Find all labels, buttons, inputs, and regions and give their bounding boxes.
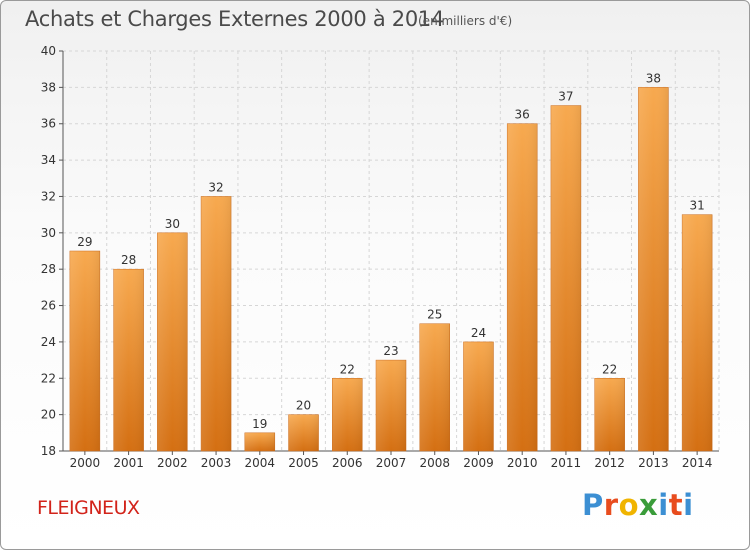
bar-shine-2009 [463, 341, 494, 451]
data-label: 24 [471, 326, 486, 340]
x-tick-label: 2007 [376, 456, 407, 470]
bar-shine-2005 [288, 414, 319, 451]
chart-subtitle: (en milliers d'€) [418, 14, 513, 28]
logo-letter: x [639, 488, 659, 522]
data-label: 36 [515, 108, 530, 122]
x-tick-label: 2009 [463, 456, 494, 470]
bar-shine-2001 [113, 269, 144, 451]
y-tick-label: 34 [41, 153, 56, 167]
x-tick-label: 2001 [113, 456, 144, 470]
data-label: 22 [602, 362, 617, 376]
logo-letter: P [582, 488, 604, 522]
chart-title: Achats et Charges Externes 2000 à 2014 [25, 7, 445, 31]
y-tick-label: 38 [41, 80, 56, 94]
x-tick-label: 2014 [682, 456, 713, 470]
data-label: 30 [165, 217, 180, 231]
bar-shine-2007 [376, 360, 406, 451]
bar-shine-2014 [682, 214, 713, 451]
logo-letter: i [683, 488, 694, 522]
y-tick-label: 18 [41, 444, 56, 458]
data-label: 28 [121, 253, 136, 267]
logo-letter: r [603, 488, 619, 522]
x-tick-label: 2006 [332, 456, 363, 470]
logo-letter: o [618, 488, 640, 522]
commune-name: FLEIGNEUX [37, 497, 140, 519]
y-tick-label: 40 [41, 44, 56, 58]
data-label: 25 [427, 308, 442, 322]
x-tick-label: 2010 [507, 456, 538, 470]
y-tick-label: 26 [41, 299, 56, 313]
bar-shine-2004 [244, 432, 275, 451]
x-tick-label: 2011 [551, 456, 582, 470]
x-tick-label: 2012 [594, 456, 625, 470]
data-label: 29 [77, 235, 92, 249]
bar-shine-2000 [69, 251, 100, 451]
x-tick-label: 2000 [70, 456, 101, 470]
x-tick-label: 2013 [638, 456, 669, 470]
y-tick-label: 28 [41, 262, 56, 276]
y-tick-label: 30 [41, 226, 56, 240]
y-tick-label: 24 [41, 335, 56, 349]
data-label: 19 [252, 417, 267, 431]
bar-shine-2003 [201, 196, 232, 451]
data-label: 38 [646, 71, 661, 85]
logo-letter: i [658, 488, 669, 522]
x-tick-label: 2002 [157, 456, 188, 470]
data-label: 37 [558, 90, 573, 104]
x-tick-label: 2005 [288, 456, 319, 470]
y-tick-label: 22 [41, 371, 56, 385]
bar-shine-2002 [157, 232, 188, 451]
data-label: 23 [383, 344, 398, 358]
bar-shine-2008 [419, 323, 450, 451]
x-tick-label: 2008 [419, 456, 450, 470]
bar-shine-2011 [550, 105, 581, 451]
bar-shine-2013 [638, 87, 669, 451]
proxiti-logo: Proxiti [582, 488, 694, 522]
bar-shine-2010 [507, 123, 538, 452]
logo-letter: t [668, 488, 684, 522]
y-tick-label: 20 [41, 408, 56, 422]
y-tick-label: 32 [41, 189, 56, 203]
y-tick-label: 36 [41, 117, 56, 131]
data-label: 32 [208, 180, 223, 194]
data-label: 20 [296, 399, 311, 413]
x-tick-label: 2003 [201, 456, 232, 470]
data-label: 31 [689, 199, 704, 213]
data-label: 22 [340, 362, 355, 376]
bar-shine-2012 [594, 378, 625, 451]
bar-shine-2006 [332, 378, 363, 451]
x-tick-label: 2004 [245, 456, 276, 470]
